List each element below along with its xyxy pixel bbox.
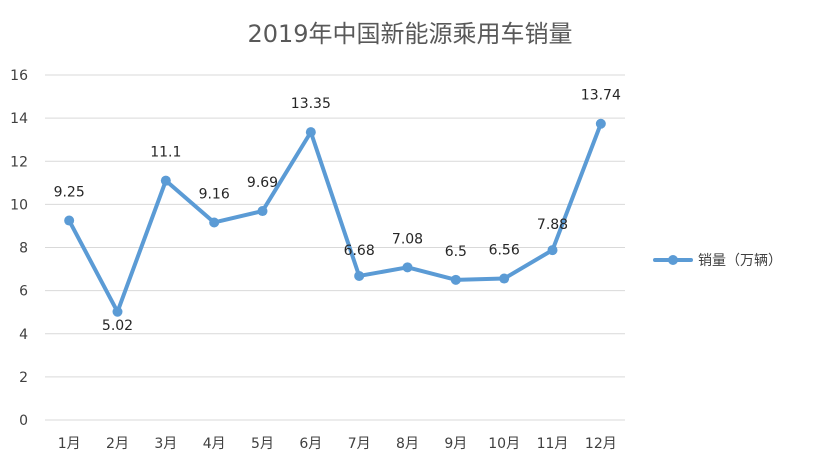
series-line bbox=[67, 121, 603, 314]
data-point bbox=[160, 175, 171, 186]
data-label: 11.1 bbox=[150, 145, 181, 161]
x-tick-label: 1月 bbox=[58, 436, 81, 452]
chart-title: 2019年中国新能源乘用车销量 bbox=[247, 20, 572, 48]
y-axis-ticks: 0 2 4 6 8 10 12 14 16 bbox=[10, 68, 28, 429]
y-tick-label: 4 bbox=[19, 327, 28, 343]
data-label: 7.88 bbox=[537, 217, 568, 233]
data-point bbox=[112, 306, 123, 317]
data-label-layer: 9.25 5.02 11.1 9.16 9.69 13.35 6.68 7.08 6.5 6.56… bbox=[54, 88, 621, 334]
data-point bbox=[595, 118, 606, 129]
data-label: 6.56 bbox=[489, 243, 520, 259]
x-tick-label: 4月 bbox=[203, 436, 226, 452]
data-point bbox=[547, 245, 558, 256]
series-layer bbox=[64, 118, 606, 317]
data-label: 5.02 bbox=[102, 318, 133, 334]
x-tick-label: 9月 bbox=[444, 436, 467, 452]
x-tick-label: 6月 bbox=[299, 436, 322, 452]
data-label: 9.69 bbox=[247, 175, 278, 191]
x-tick-label: 11月 bbox=[537, 436, 569, 452]
data-point bbox=[209, 217, 220, 228]
data-label: 13.74 bbox=[581, 88, 621, 104]
data-label: 9.25 bbox=[54, 185, 85, 201]
x-tick-label: 5月 bbox=[251, 436, 274, 452]
x-tick-label: 3月 bbox=[154, 436, 177, 452]
data-point bbox=[257, 206, 268, 217]
data-label: 13.35 bbox=[291, 96, 331, 112]
data-label: 6.5 bbox=[445, 244, 467, 260]
data-label: 7.08 bbox=[392, 231, 423, 247]
x-tick-label: 2月 bbox=[106, 436, 129, 452]
y-tick-label: 10 bbox=[10, 197, 28, 213]
data-label: 6.68 bbox=[344, 243, 375, 259]
data-label: 9.16 bbox=[199, 186, 230, 202]
data-point bbox=[450, 274, 461, 285]
y-tick-label: 2 bbox=[19, 370, 28, 386]
legend: 销量（万辆） bbox=[653, 253, 782, 269]
data-point bbox=[354, 270, 365, 281]
legend-label: 销量（万辆） bbox=[698, 253, 782, 269]
x-tick-label: 10月 bbox=[488, 436, 520, 452]
data-point bbox=[64, 215, 75, 226]
y-tick-label: 16 bbox=[10, 68, 28, 84]
y-tick-label: 12 bbox=[10, 154, 28, 170]
legend-marker-icon bbox=[668, 255, 678, 265]
data-point bbox=[402, 262, 413, 273]
x-tick-label: 12月 bbox=[585, 436, 617, 452]
y-tick-label: 8 bbox=[19, 241, 28, 257]
grid-layer bbox=[45, 74, 625, 421]
data-point bbox=[305, 127, 316, 138]
x-tick-label: 7月 bbox=[348, 436, 371, 452]
y-tick-label: 0 bbox=[19, 413, 28, 429]
x-axis-ticks: 1月 2月 3月 4月 5月 6月 7月 8月 9月 10月 11月 12月 bbox=[58, 436, 617, 452]
y-tick-label: 6 bbox=[19, 284, 28, 300]
y-tick-label: 14 bbox=[10, 111, 28, 127]
x-tick-label: 8月 bbox=[396, 436, 419, 452]
data-point bbox=[499, 273, 510, 284]
